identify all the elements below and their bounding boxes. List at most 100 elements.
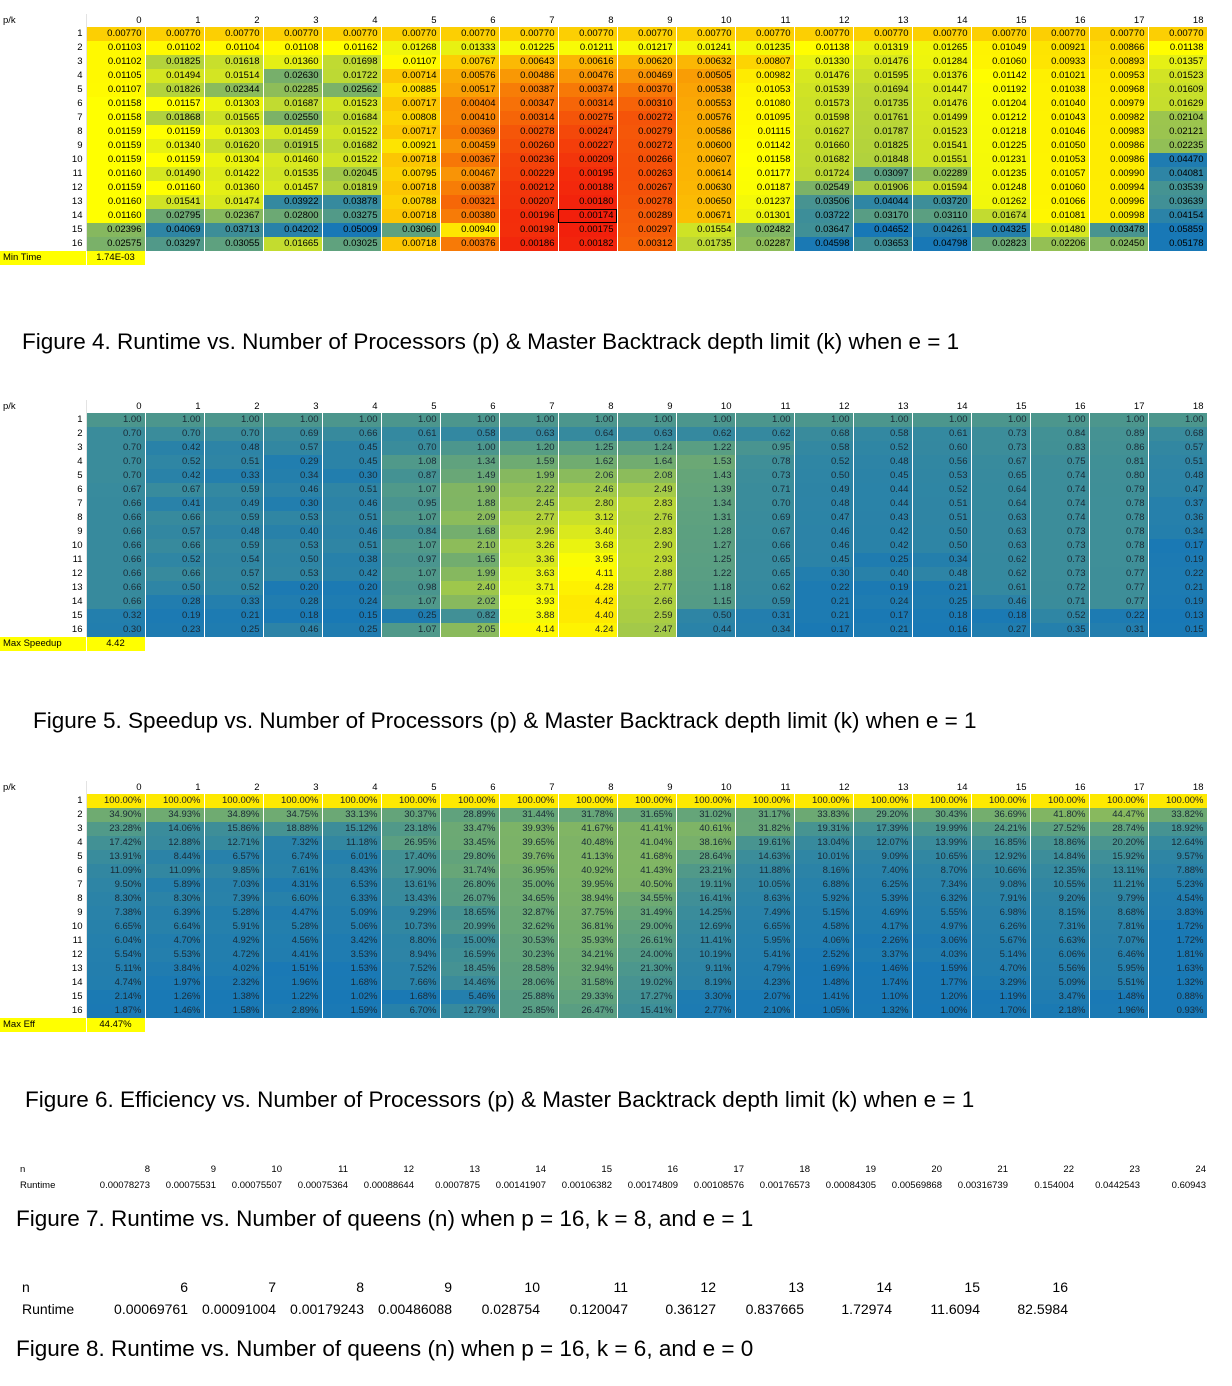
table-cell: 0.00770 [145,27,205,41]
table-cell: 0.00718 [381,181,441,195]
table-cell: 0.00770 [558,27,618,41]
table-cell: 5.28% [204,906,264,920]
table-cell: 4.02% [204,962,264,976]
table-cell: 3.53% [322,948,382,962]
column-header: 15 [971,400,1031,413]
table-cell: 0.00982 [1089,111,1149,125]
table-cell: 0.00229 [499,167,559,181]
table-cell: 0.22 [794,581,854,595]
table-cell: 0.00195 [558,167,618,181]
runtime-value: 0.36127 [665,1301,716,1317]
n-value: 7 [268,1279,276,1295]
table-cell: 0.52 [145,553,205,567]
table-cell: 0.01480 [1030,223,1090,237]
table-row: 1 1.00 1.00 1.00 1.00 1.00 1.00 1.00 1.00 1.00 1.0… [0,413,1208,427]
table-cell: 0.00376 [440,237,500,251]
table-cell: 0.66 [86,525,146,539]
table-cell: 0.18 [912,609,972,623]
column-header: 11 [735,14,795,27]
table-cell: 0.87 [381,469,441,483]
table-cell: 0.72 [1030,581,1090,595]
table-cell: 5.89% [145,878,205,892]
table-cell: 0.50 [145,581,205,595]
table-row: 5 13.91% 8.44% 6.57% 6.74% 6.01% 17.40% 29.80% 3… [0,850,1208,864]
table-cell: 0.00297 [617,223,677,237]
table-cell: 5.46% [440,990,500,1004]
table-row: 6 11.09% 11.09% 9.85% 7.61% 8.43% 17.90% 31.74%… [0,864,1208,878]
table-cell: 0.01303 [204,97,264,111]
table-cell: 31.49% [617,906,677,920]
table-cell: 0.73 [971,441,1031,455]
table-row: 5 0.01107 0.01826 0.02344 0.02285 0.02562 0.00… [0,83,1208,97]
table-cell: 0.05178 [1148,237,1208,251]
table-cell: 0.31 [1089,623,1149,637]
table-cell: 4.03% [912,948,972,962]
table-cell: 0.01038 [1030,83,1090,97]
table-row: 10 0.66 0.66 0.59 0.53 0.51 1.07 2.10 3.26 3.68 2.… [0,539,1208,553]
table-cell: 1.99 [499,469,559,483]
table-cell: 0.63 [971,525,1031,539]
table-cell: 1.25 [676,553,736,567]
column-header: 12 [794,400,854,413]
runtime-row: Runtime 0.00069761 0.00091004 0.00179243 0.0… [20,1298,1070,1320]
table-cell: 2.47 [617,623,677,637]
table-cell: 0.03639 [1148,195,1208,209]
table-cell: 0.01115 [735,125,795,139]
table-cell: 26.47% [558,1004,618,1018]
table-cell: 0.46 [794,525,854,539]
n-value: 6 [180,1279,188,1295]
table-cell: 0.01915 [263,139,323,153]
table-cell: 0.66 [86,497,146,511]
table-cell: 0.00630 [676,181,736,195]
table-cell: 0.01514 [204,69,264,83]
runtime-vs-queens-table-e1: n 8 9 10 11 12 13 14 15 16 17 18 19 20 21 22 23 24 Runtime… [18,1161,1208,1193]
table-cell: 23.21% [676,864,736,878]
table-cell: 0.58 [853,427,913,441]
table-cell: 1.28 [676,525,736,539]
table-cell: 0.02396 [86,223,146,237]
table-cell: 0.66 [86,539,146,553]
table-cell: 1.48% [794,976,854,990]
table-cell: 7.88% [1148,864,1208,878]
table-cell: 0.01235 [735,41,795,55]
table-cell: 8.15% [1030,906,1090,920]
runtime-value: 0.00486088 [378,1301,452,1317]
table-cell: 0.02800 [263,209,323,223]
table-cell: 1.51% [263,962,323,976]
table-cell: 1.25 [558,441,618,455]
table-cell: 26.80% [440,878,500,892]
footer-label: Min Time [0,251,87,265]
table-cell: 0.00770 [735,27,795,41]
table-cell: 0.70 [86,441,146,455]
table-cell: 0.62 [735,427,795,441]
table-cell: 0.00718 [381,237,441,251]
table-cell: 0.25 [853,553,913,567]
table-cell: 26.07% [440,892,500,906]
table-cell: 0.00576 [676,111,736,125]
table-cell: 0.01687 [263,97,323,111]
table-cell: 0.70 [145,427,205,441]
table-cell: 0.27 [971,623,1031,637]
table-cell: 0.00788 [381,195,441,209]
table-cell: 21.30% [617,962,677,976]
table-cell: 100.00% [1030,794,1090,808]
table-cell: 2.90 [617,539,677,553]
table-cell: 9.08% [971,878,1031,892]
table-row: 3 23.28% 14.06% 15.86% 18.88% 15.12% 23.18% 33.… [0,822,1208,836]
table-cell: 0.77 [1089,595,1149,609]
table-cell: 0.02289 [912,167,972,181]
figure-4-runtime-heatmap: p/k 0 1 2 3 4 5 6 7 8 9 10 11 12 13 14 15 16 17 18 1 0.00770 0… [0,14,1208,265]
table-cell: 0.70 [86,469,146,483]
table-cell: 4.17% [853,920,913,934]
column-header: 8 [558,400,618,413]
table-cell: 4.72% [204,948,264,962]
table-cell: 0.01682 [794,153,854,167]
table-cell: 0.00312 [617,237,677,251]
row-header: 1 [0,413,87,427]
table-cell: 0.52 [1030,609,1090,623]
table-cell: 0.00469 [617,69,677,83]
table-cell: 28.74% [1089,822,1149,836]
table-cell: 2.10% [735,1004,795,1018]
table-cell: 0.00404 [440,97,500,111]
table-cell: 10.01% [794,850,854,864]
